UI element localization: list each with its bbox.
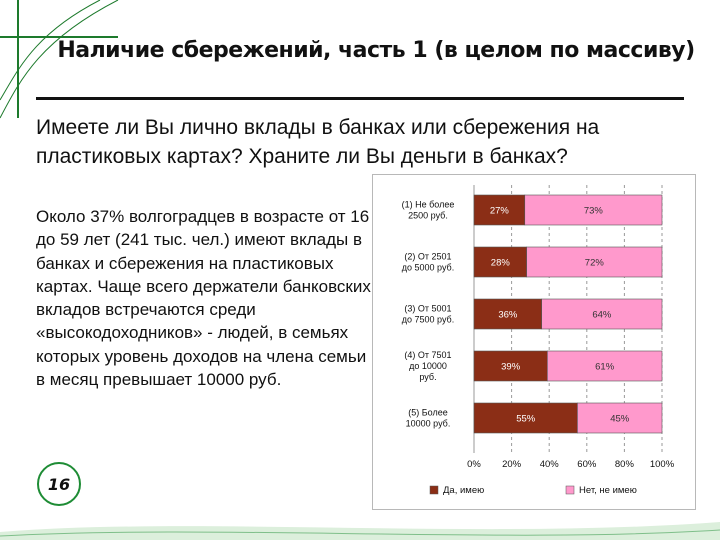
corner-decoration — [0, 0, 119, 119]
bar-segment — [473, 298, 542, 330]
category-label: (1) Не более — [402, 200, 455, 210]
category-label: до 10000 — [409, 361, 447, 371]
x-tick-label: 0% — [467, 459, 481, 470]
category-label: 2500 руб. — [408, 211, 448, 221]
data-label: 27% — [490, 206, 510, 217]
bar-segment — [473, 194, 526, 226]
category-label: (3) От 5001 — [404, 304, 451, 314]
x-tick-label: 100% — [650, 459, 675, 470]
page-number-badge: 16 — [37, 462, 81, 506]
category-label: (4) От 7501 — [404, 350, 451, 360]
summary-text: Около 37% волгоградцев в возрасте от 16 … — [36, 207, 371, 390]
category-label: (5) Более — [408, 408, 447, 418]
bar-segment — [547, 350, 663, 382]
data-label: 39% — [501, 362, 521, 373]
footer-wave-decoration — [0, 522, 720, 540]
data-label: 64% — [592, 310, 612, 321]
bar-segment — [541, 298, 663, 330]
category-label: (2) От 2501 — [404, 252, 451, 262]
category-label: до 5000 руб. — [402, 263, 454, 273]
x-tick-label: 80% — [615, 459, 635, 470]
x-tick-label: 40% — [540, 459, 560, 470]
bar-segment — [473, 350, 548, 382]
category-label: до 7500 руб. — [402, 315, 454, 325]
legend-swatch — [429, 485, 439, 495]
data-label: 28% — [491, 258, 511, 269]
category-label: руб. — [419, 372, 436, 382]
legend-label: Нет, не имею — [579, 485, 637, 496]
bar-segment — [473, 246, 527, 278]
data-label: 61% — [595, 362, 615, 373]
bar-segment — [473, 402, 578, 434]
slide-title: Наличие сбережений, часть 1 (в целом по … — [57, 38, 695, 63]
x-tick-label: 60% — [577, 459, 597, 470]
savings-chart: 0% 20% 40% 60% 80% 100% (1) Не более 2500 руб. 2… — [372, 174, 696, 510]
legend-label: Да, имею — [443, 485, 484, 496]
category-label: 10000 руб. — [406, 419, 451, 429]
x-tick-label: 20% — [502, 459, 522, 470]
title-underline — [36, 97, 684, 100]
corner-rule-horizontal — [0, 36, 118, 38]
legend-swatch — [565, 485, 575, 495]
bar-segment — [526, 246, 663, 278]
data-label: 73% — [584, 206, 604, 217]
data-label: 36% — [498, 310, 518, 321]
data-label: 45% — [610, 414, 630, 425]
survey-question: Имеете ли Вы лично вклады в банках или с… — [36, 116, 600, 168]
data-label: 72% — [585, 258, 605, 269]
data-label: 55% — [516, 414, 536, 425]
bar-segment — [577, 402, 663, 434]
bar-segment — [524, 194, 663, 226]
corner-rule-vertical — [17, 0, 19, 118]
